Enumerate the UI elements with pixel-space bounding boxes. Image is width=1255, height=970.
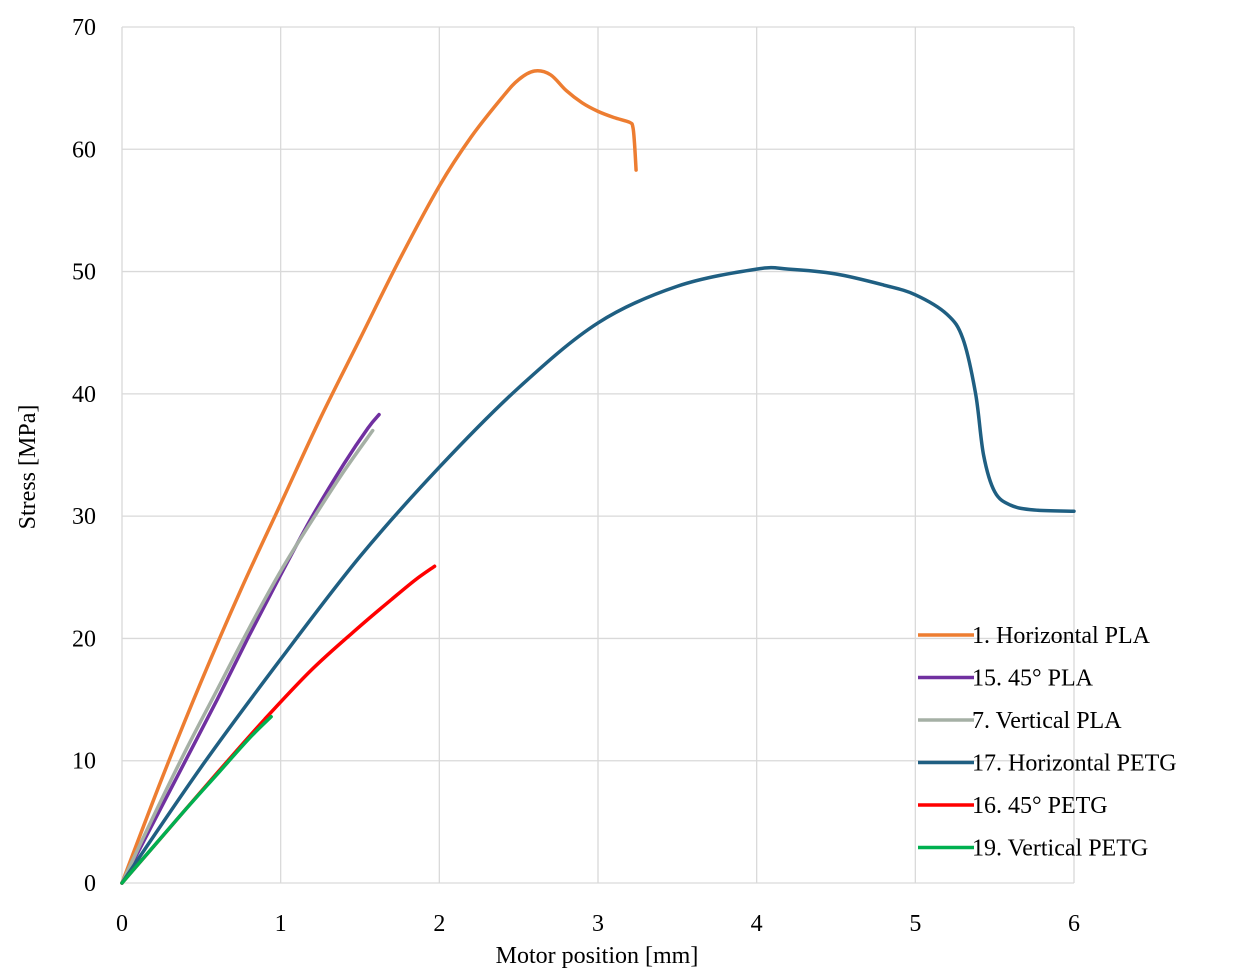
series-line-4 xyxy=(120,265,1076,885)
y-tick-label: 0 xyxy=(84,871,96,897)
x-tick-label: 1 xyxy=(275,911,287,937)
x-tick-label: 6 xyxy=(1068,911,1080,937)
y-tick-label: 30 xyxy=(72,504,96,530)
x-tick-label: 4 xyxy=(751,911,763,937)
x-axis-label: Motor position [mm] xyxy=(496,943,699,969)
legend-entry-label: 15. 45° PLA xyxy=(972,666,1094,692)
y-tick-label: 50 xyxy=(72,260,96,286)
tick-labels: 0 10 20 30 40 50 60 70 0 1 2 3 4 5 6 xyxy=(72,15,1080,937)
x-tick-label: 2 xyxy=(433,911,445,937)
y-axis-label: Stress [MPa] xyxy=(15,405,41,530)
series-line-6 xyxy=(120,714,273,885)
y-tick-label: 20 xyxy=(72,626,96,652)
y-tick-label: 60 xyxy=(72,137,96,163)
gridlines xyxy=(121,26,1075,884)
series-line-1 xyxy=(120,69,638,885)
legend-entry-label: 19. Vertical PETG xyxy=(972,836,1148,862)
x-tick-label: 5 xyxy=(909,911,921,937)
y-tick-label: 10 xyxy=(72,749,96,775)
legend-entry-label: 1. Horizontal PLA xyxy=(972,623,1151,649)
y-tick-label: 40 xyxy=(72,382,96,408)
x-tick-label: 3 xyxy=(592,911,604,937)
y-tick-label: 70 xyxy=(72,15,96,41)
legend-entry-label: 7. Vertical PLA xyxy=(972,708,1122,734)
series-lines xyxy=(120,69,1076,885)
series-line-2 xyxy=(120,412,381,885)
x-tick-label: 0 xyxy=(116,911,128,937)
legend-entry-label: 17. Horizontal PETG xyxy=(972,751,1177,777)
series-line-3 xyxy=(120,428,375,885)
legend: 1. Horizontal PLA 15. 45° PLA 7. Vertical … xyxy=(918,623,1177,862)
legend-entry-label: 16. 45° PETG xyxy=(972,793,1108,819)
